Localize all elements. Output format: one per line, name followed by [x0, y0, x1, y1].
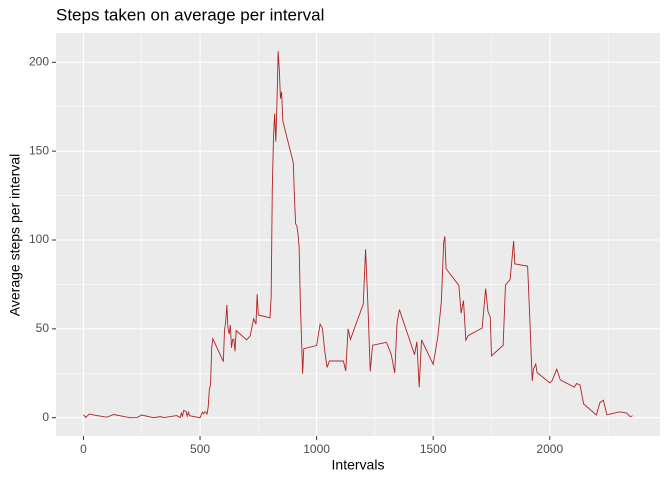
y-tick-label: 100 — [29, 232, 49, 246]
y-tick-label: 200 — [29, 54, 49, 68]
y-tick-label: 0 — [42, 410, 49, 424]
data-line — [83, 51, 633, 419]
y-tick-label: 50 — [36, 321, 50, 335]
plot-background — [56, 33, 660, 436]
x-tick-label: 1500 — [420, 442, 447, 456]
y-axis-title: Average steps per interval — [7, 154, 23, 316]
chart-title: Steps taken on average per interval — [56, 5, 324, 24]
x-axis-title: Intervals — [332, 457, 385, 473]
x-tick-label: 500 — [190, 442, 210, 456]
y-tick-label: 150 — [29, 143, 49, 157]
x-tick-label: 1000 — [303, 442, 330, 456]
x-tick-label: 0 — [80, 442, 87, 456]
x-tick-label: 2000 — [536, 442, 563, 456]
